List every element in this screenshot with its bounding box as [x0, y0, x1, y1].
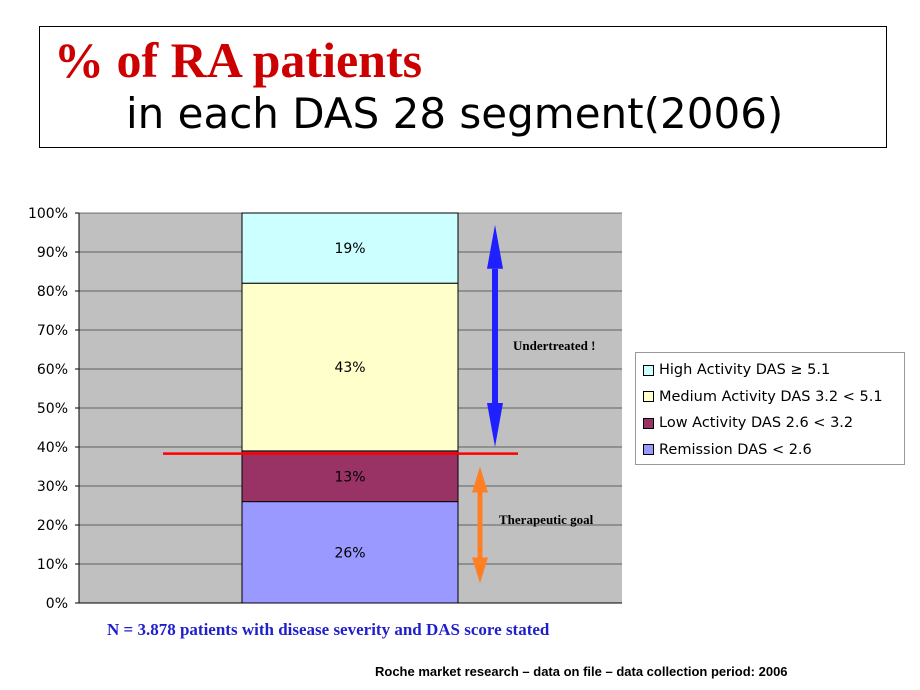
bar-segment	[241, 501, 459, 604]
y-tick-label: 20%	[37, 518, 68, 534]
legend-swatch	[643, 417, 654, 429]
y-tick-label: 90%	[37, 245, 68, 261]
legend-label: Medium Activity DAS 3.2 < 5.1	[659, 388, 883, 405]
goal-arrow-head-down	[472, 557, 488, 584]
y-tick-label: 100%	[28, 206, 68, 222]
legend-swatch	[643, 391, 654, 403]
legend-item: High Activity DAS ≥ 5.1	[643, 357, 904, 384]
chart-legend: High Activity DAS ≥ 5.1 Medium Activity D…	[635, 352, 905, 465]
legend-swatch	[643, 364, 654, 376]
y-tick-label: 40%	[37, 440, 68, 456]
data-label: 43%	[334, 360, 365, 376]
undertreated-label: Undertreated !	[513, 338, 595, 353]
data-label: 13%	[334, 469, 365, 485]
bar-segment	[241, 450, 459, 503]
source-note: Roche market research – data on file – d…	[375, 664, 788, 679]
legend-swatch	[643, 444, 654, 456]
title-box: % of RA patients in each DAS 28 segment(…	[39, 26, 887, 148]
undertreated-arrow-head-down	[487, 403, 503, 447]
legend-item: Medium Activity DAS 3.2 < 5.1	[643, 384, 904, 411]
y-tick-label: 30%	[37, 479, 68, 495]
y-tick-label: 0%	[46, 596, 68, 612]
y-tick-label: 60%	[37, 362, 68, 378]
legend-label: Low Activity DAS 2.6 < 3.2	[659, 415, 854, 432]
sample-size-note: N = 3.878 patients with disease severity…	[107, 620, 550, 639]
goal-arrow-head-up	[472, 466, 488, 493]
data-label: 26%	[334, 545, 365, 561]
bar-segment	[241, 212, 459, 284]
page-title: % of RA patients	[54, 32, 423, 88]
undertreated-arrow-head-up	[487, 224, 503, 269]
therapeutic-goal-label: Therapeutic goal	[499, 512, 594, 527]
legend-item: Remission DAS < 2.6	[643, 437, 904, 464]
data-label: 19%	[334, 241, 365, 257]
page-subtitle: in each DAS 28 segment(2006)	[126, 89, 784, 138]
y-tick-label: 70%	[37, 323, 68, 339]
legend-label: High Activity DAS ≥ 5.1	[659, 362, 831, 379]
y-tick-label: 50%	[37, 401, 68, 417]
legend-label: Remission DAS < 2.6	[659, 441, 812, 458]
legend-item: Low Activity DAS 2.6 < 3.2	[643, 410, 904, 437]
bar-segment	[241, 282, 459, 452]
y-tick-label: 80%	[37, 284, 68, 300]
y-tick-label: 10%	[37, 557, 68, 573]
